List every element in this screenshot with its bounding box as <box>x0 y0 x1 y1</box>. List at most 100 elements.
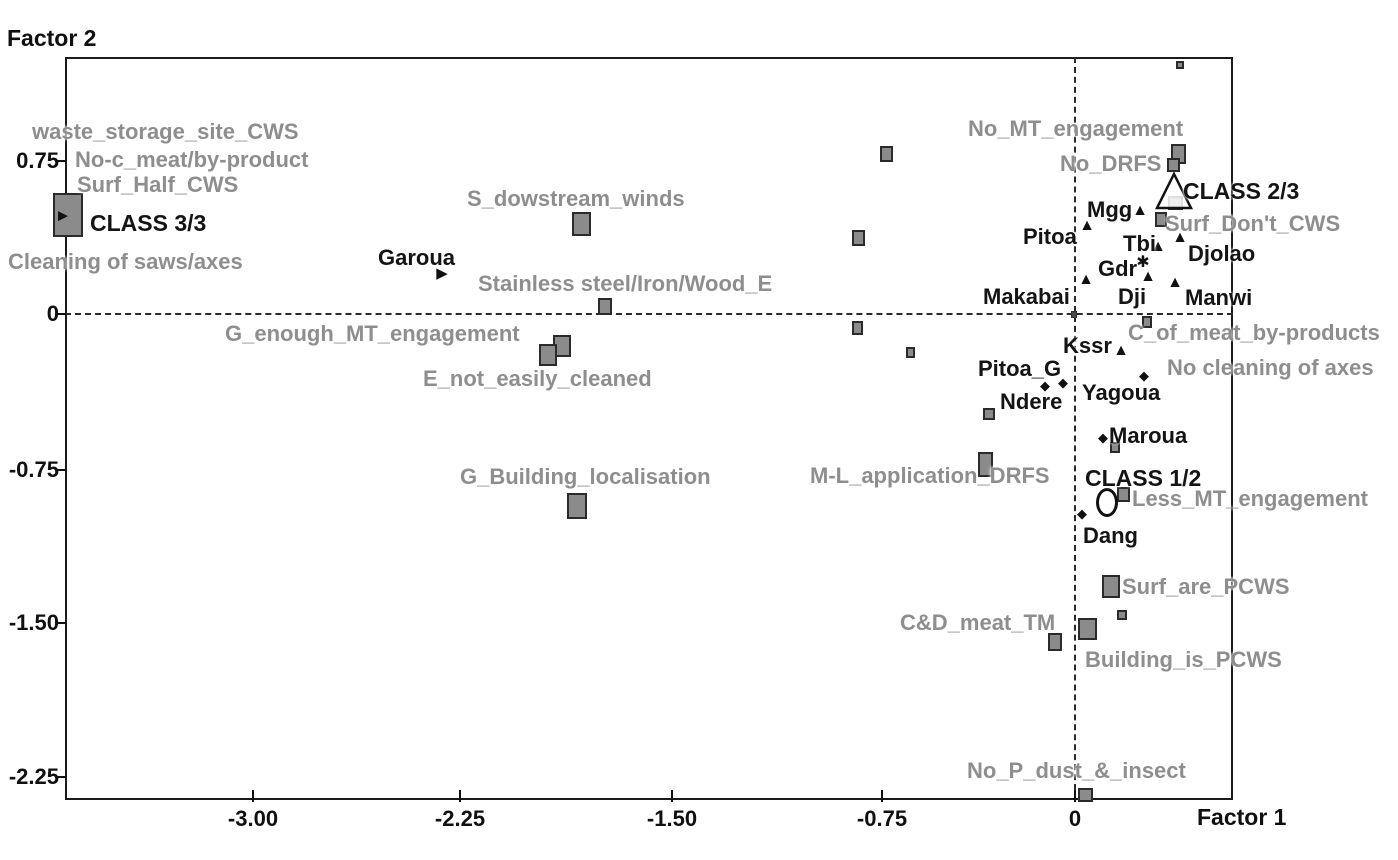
y-tick-mark-0-75 <box>55 160 66 162</box>
label-makabai: Makabai <box>983 284 1070 309</box>
marker-e-not-easily-cleaned <box>539 344 557 366</box>
label-pitoa-g: Pitoa_G <box>978 356 1062 381</box>
label-ndere: Ndere <box>1000 389 1063 414</box>
label-s-dowstream-winds: S_dowstream_winds <box>467 186 685 211</box>
y-tick-mark-2-25 <box>55 776 66 778</box>
x-tick-mark-0-75 <box>881 790 883 802</box>
marker-maroua: ◆ <box>1098 429 1108 445</box>
label-m-l-application-drfs: M-L_application_DRFS <box>810 463 1050 488</box>
marker-surf-are-pcws <box>1102 575 1120 598</box>
zero-line-horizontal <box>65 313 1233 315</box>
y-tick-label-2-25: -2.25 <box>8 764 59 789</box>
label-mgg: Mgg <box>1087 197 1133 222</box>
plot-border <box>65 57 1233 800</box>
y-tick-mark-0-75 <box>55 469 66 471</box>
label-surf-don-t-cws: Surf_Don't_CWS <box>1165 211 1341 236</box>
marker-djolao: ▲ <box>1172 229 1188 246</box>
marker-tbi: ▲ <box>1150 238 1166 255</box>
label-cleaning-of-saws-axes: Cleaning of saws/axes <box>8 249 243 274</box>
y-tick-mark-0 <box>55 313 66 315</box>
x-tick-mark-2-25 <box>459 790 461 802</box>
marker-unlabeled-squares-1 <box>852 230 865 246</box>
marker-c-d-meat-tm <box>1048 633 1062 651</box>
marker-class-2-3 <box>1154 171 1194 216</box>
y-tick-mark-1-50 <box>55 622 66 624</box>
marker-m-l-application-drfs <box>978 452 993 477</box>
label-dang: Dang <box>1083 523 1138 548</box>
marker-unlabeled-squares-5 <box>1167 158 1180 172</box>
label-stainless-steel-iron-wood-e: Stainless steel/Iron/Wood_E <box>478 271 773 296</box>
marker-class-1-2 <box>1096 488 1118 517</box>
y-tick-label-0-75: -0.75 <box>8 457 59 482</box>
label-maroua: Maroua <box>1109 423 1188 448</box>
label-class-2-3: CLASS 2/3 <box>1183 178 1300 204</box>
marker-dji: ▲ <box>1140 268 1156 285</box>
label-c-d-meat-tm: C&D_meat_TM <box>900 610 1056 635</box>
y-tick-label-0: 0 <box>46 301 59 326</box>
x-tick-label-1-50: -1.50 <box>646 806 698 831</box>
marker-yagoua: ◆ <box>1139 367 1149 383</box>
label-no-mt-engagement: No_MT_engagement <box>968 116 1184 141</box>
marker-unlabeled-squares-8 <box>1110 442 1120 453</box>
marker-unlabeled-squares-4 <box>1176 61 1184 69</box>
y-tick-label-1-50: -1.50 <box>8 610 59 635</box>
label-manwi: Manwi <box>1185 285 1253 310</box>
marker-makabai: ▲ <box>1078 271 1094 288</box>
label-building-is-pcws: Building_is_PCWS <box>1085 647 1282 672</box>
right-triangle-icon: ▶ <box>58 207 68 223</box>
marker-pitoa: ▲ <box>1079 217 1095 234</box>
label-g-enough-mt-engagement: G_enough_MT_engagement <box>225 321 520 346</box>
label-yagoua: Yagoua <box>1082 380 1161 405</box>
marker-unlabeled-squares-3 <box>906 347 915 358</box>
marker-dang: ◆ <box>1077 505 1087 521</box>
label-tbi: Tbi <box>1123 231 1156 256</box>
x-tick-mark-1-50 <box>671 790 673 802</box>
label-surf-are-pcws: Surf_are_PCWS <box>1122 574 1290 599</box>
label-surf-half-cws: Surf_Half_CWS <box>77 172 239 197</box>
label-class-1-2: CLASS 1/2 <box>1085 465 1202 491</box>
marker-no-p-dust-insect <box>1078 788 1093 802</box>
x-tick-mark-0 <box>1074 790 1076 802</box>
label-g-building-localisation: G_Building_localisation <box>460 464 711 489</box>
x-tick-label-0: 0 <box>1068 806 1082 831</box>
marker-unlabeled-squares-2 <box>852 321 863 335</box>
marker-g-building-localisation <box>567 493 587 519</box>
marker-kssr: ▲ <box>1113 342 1129 359</box>
marker-class-3-3: ▶ <box>53 193 83 237</box>
open-triangle-icon <box>1154 171 1194 210</box>
marker-less-mt-engagement <box>1117 487 1130 502</box>
label-class-3-3: CLASS 3/3 <box>90 210 207 236</box>
marker-manwi: ▲ <box>1167 274 1183 291</box>
marker-surf-don-t-cws <box>1155 212 1167 227</box>
marker-unlabeled-squares-0 <box>880 146 893 162</box>
x-tick-label-2-25: -2.25 <box>434 806 486 831</box>
label-dji: Dji <box>1118 284 1147 309</box>
y-tick-label-0-75: 0.75 <box>16 148 59 173</box>
marker-c-of-meat-by-products <box>1142 316 1152 328</box>
marker-gdr: ✱ <box>1136 254 1150 271</box>
label-e-not-easily-cleaned: E_not_easily_cleaned <box>423 366 652 391</box>
x-axis-title: Factor 1 <box>1197 804 1287 830</box>
y-axis-title: Factor 2 <box>7 25 97 51</box>
x-tick-label-0-75: -0.75 <box>856 806 908 831</box>
marker-unlabeled-squares-9 <box>1117 610 1127 620</box>
x-tick-label-3-00: -3.00 <box>227 806 279 831</box>
label-no-p-dust-insect: No_P_dust_&_insect <box>967 758 1186 783</box>
label-kssr: Kssr <box>1063 333 1112 358</box>
marker-unlabeled-squares-7 <box>983 408 995 420</box>
x-tick-mark-3-00 <box>252 790 254 802</box>
marker-unlabeled-squares-10 <box>1071 311 1077 318</box>
marker-pitoa-g: ◆ <box>1058 374 1068 390</box>
label-no-cleaning-of-axes: No cleaning of axes <box>1167 355 1374 380</box>
marker-stainless-steel-iron-wood-e <box>598 298 612 315</box>
marker-building-is-pcws <box>1078 618 1097 640</box>
label-no-drfs: No_DRFS <box>1060 151 1162 176</box>
marker-ndere: ◆ <box>1040 377 1050 393</box>
label-gdr: Gdr <box>1098 256 1138 281</box>
marker-garoua: ▶ <box>436 264 448 282</box>
label-garoua: Garoua <box>378 245 456 270</box>
label-djolao: Djolao <box>1188 241 1256 266</box>
label-less-mt-engagement: Less_MT_engagement <box>1132 486 1368 511</box>
label-pitoa: Pitoa <box>1023 224 1077 249</box>
